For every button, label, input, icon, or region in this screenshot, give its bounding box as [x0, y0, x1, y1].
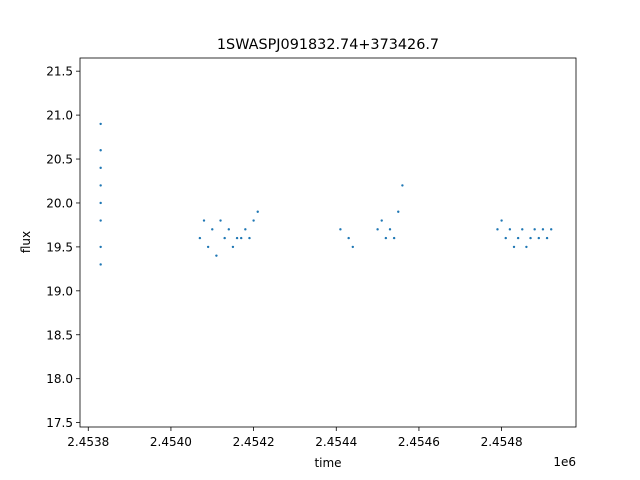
y-tick-label: 20.0	[46, 196, 73, 210]
data-point	[256, 210, 259, 213]
plot-frame	[79, 57, 577, 428]
data-point	[99, 149, 102, 152]
y-tick-label: 20.5	[46, 153, 73, 167]
data-point	[339, 228, 342, 231]
x-axis-offset-label: 1e6	[553, 455, 576, 469]
data-point	[99, 122, 102, 126]
data-point	[525, 245, 528, 249]
data-point	[248, 236, 251, 240]
data-point	[512, 245, 516, 249]
data-point	[99, 263, 102, 266]
y-tick-label: 19.5	[46, 240, 73, 254]
data-point	[244, 228, 247, 231]
data-point	[392, 236, 396, 240]
x-tick-label: 2.4540	[150, 435, 192, 449]
data-point	[504, 236, 507, 240]
data-points	[99, 122, 553, 266]
data-point	[99, 166, 102, 170]
data-point	[240, 236, 243, 240]
y-axis-ticks: 17.5 18.0 18.5 19.0 19.5 20.0 20.5 21.0 21.5	[46, 65, 80, 430]
data-point	[496, 228, 499, 231]
x-tick-label: 2.4548	[481, 435, 523, 449]
y-tick-label: 21.0	[46, 109, 73, 123]
data-point	[347, 236, 350, 240]
data-point	[376, 228, 379, 231]
data-point	[537, 236, 540, 240]
data-point	[198, 236, 202, 240]
data-point	[384, 236, 388, 240]
x-tick-label: 2.4544	[315, 435, 357, 449]
x-tick-label: 2.4542	[233, 435, 275, 449]
y-tick-label: 21.5	[46, 65, 73, 79]
data-point	[99, 184, 102, 187]
data-point	[202, 219, 206, 222]
data-point	[508, 228, 512, 231]
data-point	[231, 245, 235, 249]
data-point	[211, 228, 214, 231]
data-point	[401, 184, 404, 187]
y-tick-label: 17.5	[46, 416, 73, 430]
data-point	[252, 219, 255, 222]
data-point	[223, 236, 226, 240]
data-point	[521, 228, 524, 231]
data-point	[550, 228, 553, 231]
y-tick-label: 19.0	[46, 284, 73, 298]
data-point	[206, 245, 210, 249]
data-point	[533, 228, 536, 231]
x-axis-label: time	[314, 456, 341, 470]
data-point	[541, 228, 545, 231]
data-point	[351, 245, 354, 249]
data-point	[99, 201, 102, 205]
x-axis-ticks: 2.4538 2.4540 2.4542 2.4544 2.4546 2.4548	[67, 427, 523, 449]
data-point	[388, 228, 392, 231]
data-point	[99, 219, 102, 222]
chart-title: 1SWASPJ091832.74+373426.7	[217, 37, 439, 53]
y-tick-label: 18.5	[46, 328, 73, 342]
x-tick-label: 2.4538	[67, 435, 109, 449]
data-point	[529, 236, 532, 240]
data-point	[99, 245, 102, 249]
data-point	[215, 254, 218, 257]
x-tick-label: 2.4546	[398, 435, 440, 449]
data-point	[545, 236, 549, 240]
data-point	[219, 219, 222, 222]
data-point	[235, 236, 239, 240]
data-point	[516, 236, 520, 240]
data-point	[397, 210, 400, 213]
data-point	[500, 219, 503, 222]
y-tick-label: 18.0	[46, 372, 73, 386]
y-axis-label: flux	[19, 231, 33, 253]
data-point	[380, 219, 383, 222]
data-point	[227, 228, 230, 231]
